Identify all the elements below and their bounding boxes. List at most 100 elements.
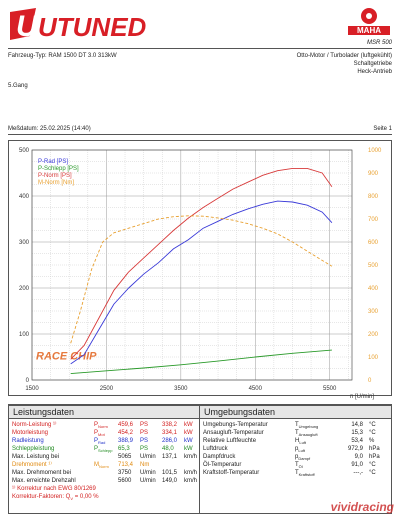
environment-row: Umgebungs-Temperatur TUmgebung 14,8 °C [203,421,388,429]
logo-text: UTUNED [38,12,147,42]
env-label: Umgebungs-Temperatur [203,422,268,428]
gear: 5.Gang [8,83,28,89]
perf-value-1: 5065 [118,454,132,460]
left-tick-label: 300 [19,240,30,246]
perf-value-2: 101,5 [162,470,178,476]
env-value: 91,0 [351,462,363,468]
env-value: ---,- [353,470,363,476]
right-tick-label: 200 [368,332,379,338]
perf-label: Schleppleistung [12,446,55,452]
right-tick-label: 100 [368,355,379,361]
env-symbol: TKraftstoff [295,470,315,478]
right-tick-label: 800 [368,194,379,200]
x-tick-label: 1500 [25,386,39,392]
perf-unit-1: U/min [140,470,156,476]
series-line-0 [70,200,333,365]
env-symbol: TÖl [295,462,303,470]
perf-value-2: 334,1 [162,430,178,436]
environment-row: Dampfdruck pDampf 9,0 hPa [203,453,388,461]
legend-entry-0: P-Rad [PS] [38,159,68,165]
env-unit: °C [369,462,376,468]
perf-label: Norm-Leistung ¹⁾ [12,422,57,428]
perf-label: Drehmoment ¹⁾ [12,462,52,468]
env-unit: % [369,438,375,444]
environment-panel: Umgebungsdaten Umgebungs-Temperatur TUmge… [200,404,392,514]
perf-value-2: 137,1 [162,454,178,460]
env-unit: °C [369,422,376,428]
engine-line-1: Otto-Motor / Turbolader (luftgekühlt) [296,53,392,59]
perf-symbol: PMot [94,430,105,438]
perf-unit-2: kW [184,446,193,452]
left-tick-label: 0 [26,378,30,384]
left-tick-label: 400 [19,194,30,200]
x-tick-label: 3500 [174,386,188,392]
perf-symbol: MNorm [94,462,109,470]
plot-border [31,149,353,381]
right-tick-label: 500 [368,263,379,269]
perf-label: Radleistung [12,438,44,444]
engine-line-3: Heck-Antrieb [357,69,392,75]
racechip-watermark: RACE CHIP [36,350,97,362]
env-label: Luftdruck [203,446,228,452]
engine-line-2: Schaltgetriebe [353,61,392,67]
measure-date: Meßdatum: 25.02.2025 (14:40) [8,126,91,132]
perf-value-2: 149,0 [162,478,178,484]
x-axis-label: n [U/min] [350,394,374,400]
env-unit: °C [369,430,376,436]
x-tick-label: 5500 [323,386,337,392]
perf-value-1: 459,6 [118,422,134,428]
environment-rows: Umgebungs-Temperatur TUmgebung 14,8 °C Ansau… [200,419,391,477]
perf-unit-2: km/h [184,470,198,476]
performance-row: Max. Drehmoment bei 3750 U/min 101,5 km/h [12,469,198,477]
perf-value-1: 3750 [118,470,132,476]
env-label: Dampfdruck [203,454,236,460]
env-label: Öl-Temperatur [203,462,242,468]
env-value: 53,4 [351,438,363,444]
env-symbol: TUmgebung [295,422,319,430]
env-value: 15,3 [351,430,363,436]
perf-label: Max. Leistung bei [12,454,60,460]
perf-value-1: 713,4 [118,462,134,468]
power-chart: 0 100 200 300 400 500 0 100 200 300 400 500 600 700 80… [19,148,382,400]
perf-unit-1: PS [140,446,149,452]
right-tick-label: 0 [368,378,372,384]
perf-value-1: 5600 [118,478,132,484]
perf-value-2: 338,2 [162,422,178,428]
x-tick-label: 4500 [249,386,263,392]
series-line-3 [70,215,333,344]
svg-text:MAHA: MAHA [357,26,381,35]
performance-row: Radleistung PRad 388,9 PS 286,0 kW [12,437,196,445]
perf-value-1: 454,2 [118,430,134,436]
performance-row: Motorleistung PMot 454,2 PS 334,1 kW [12,429,196,437]
perf-value-2: 48,0 [162,446,174,452]
perf-unit-1: PS [140,422,149,428]
legend-entry-3: M-Norm [Nm] [38,180,74,186]
env-value: 9,0 [354,454,363,460]
perf-symbol: PRad [94,438,106,446]
vehicle-type: Fahrzeug-Typ: RAM 1500 DT 3.0 313kW [8,53,117,59]
env-unit: hPa [369,446,380,452]
perf-unit-1: PS [140,430,149,436]
right-tick-label: 300 [368,309,379,315]
perf-unit-2: kW [184,438,193,444]
performance-title: Leistungsdaten [9,405,199,419]
measure-divider [8,134,392,135]
env-unit: hPa [369,454,380,460]
right-tick-label: 600 [368,240,379,246]
environment-title: Umgebungsdaten [200,405,391,419]
perf-symbol: PSchlepp [94,446,113,454]
environment-row: Öl-Temperatur TÖl 91,0 °C [203,461,388,469]
right-tick-label: 900 [368,171,379,177]
correction-factor: Korrektur-Faktoren: QV = 0,00 % [12,494,99,502]
legend-entry-2: P-Norm [PS] [38,173,72,179]
utuned-logo: U UTUNED [10,8,147,43]
env-label: Ansaugluft-Temperatur [203,430,264,436]
performance-row: Max. Leistung bei 5065 U/min 137,1 km/h [12,453,197,461]
env-value: 14,8 [351,422,363,428]
perf-symbol: PNorm [94,422,108,430]
environment-row: Relative Luftfeuchte HLuft 53,4% [203,437,388,445]
perf-unit-1: Nm [140,462,150,468]
env-label: Kraftstoff-Temperatur [203,470,260,476]
left-tick-label: 500 [19,148,30,154]
environment-row: Ansaugluft-Temperatur TAnsaugluft 15,3 °C [203,429,388,437]
